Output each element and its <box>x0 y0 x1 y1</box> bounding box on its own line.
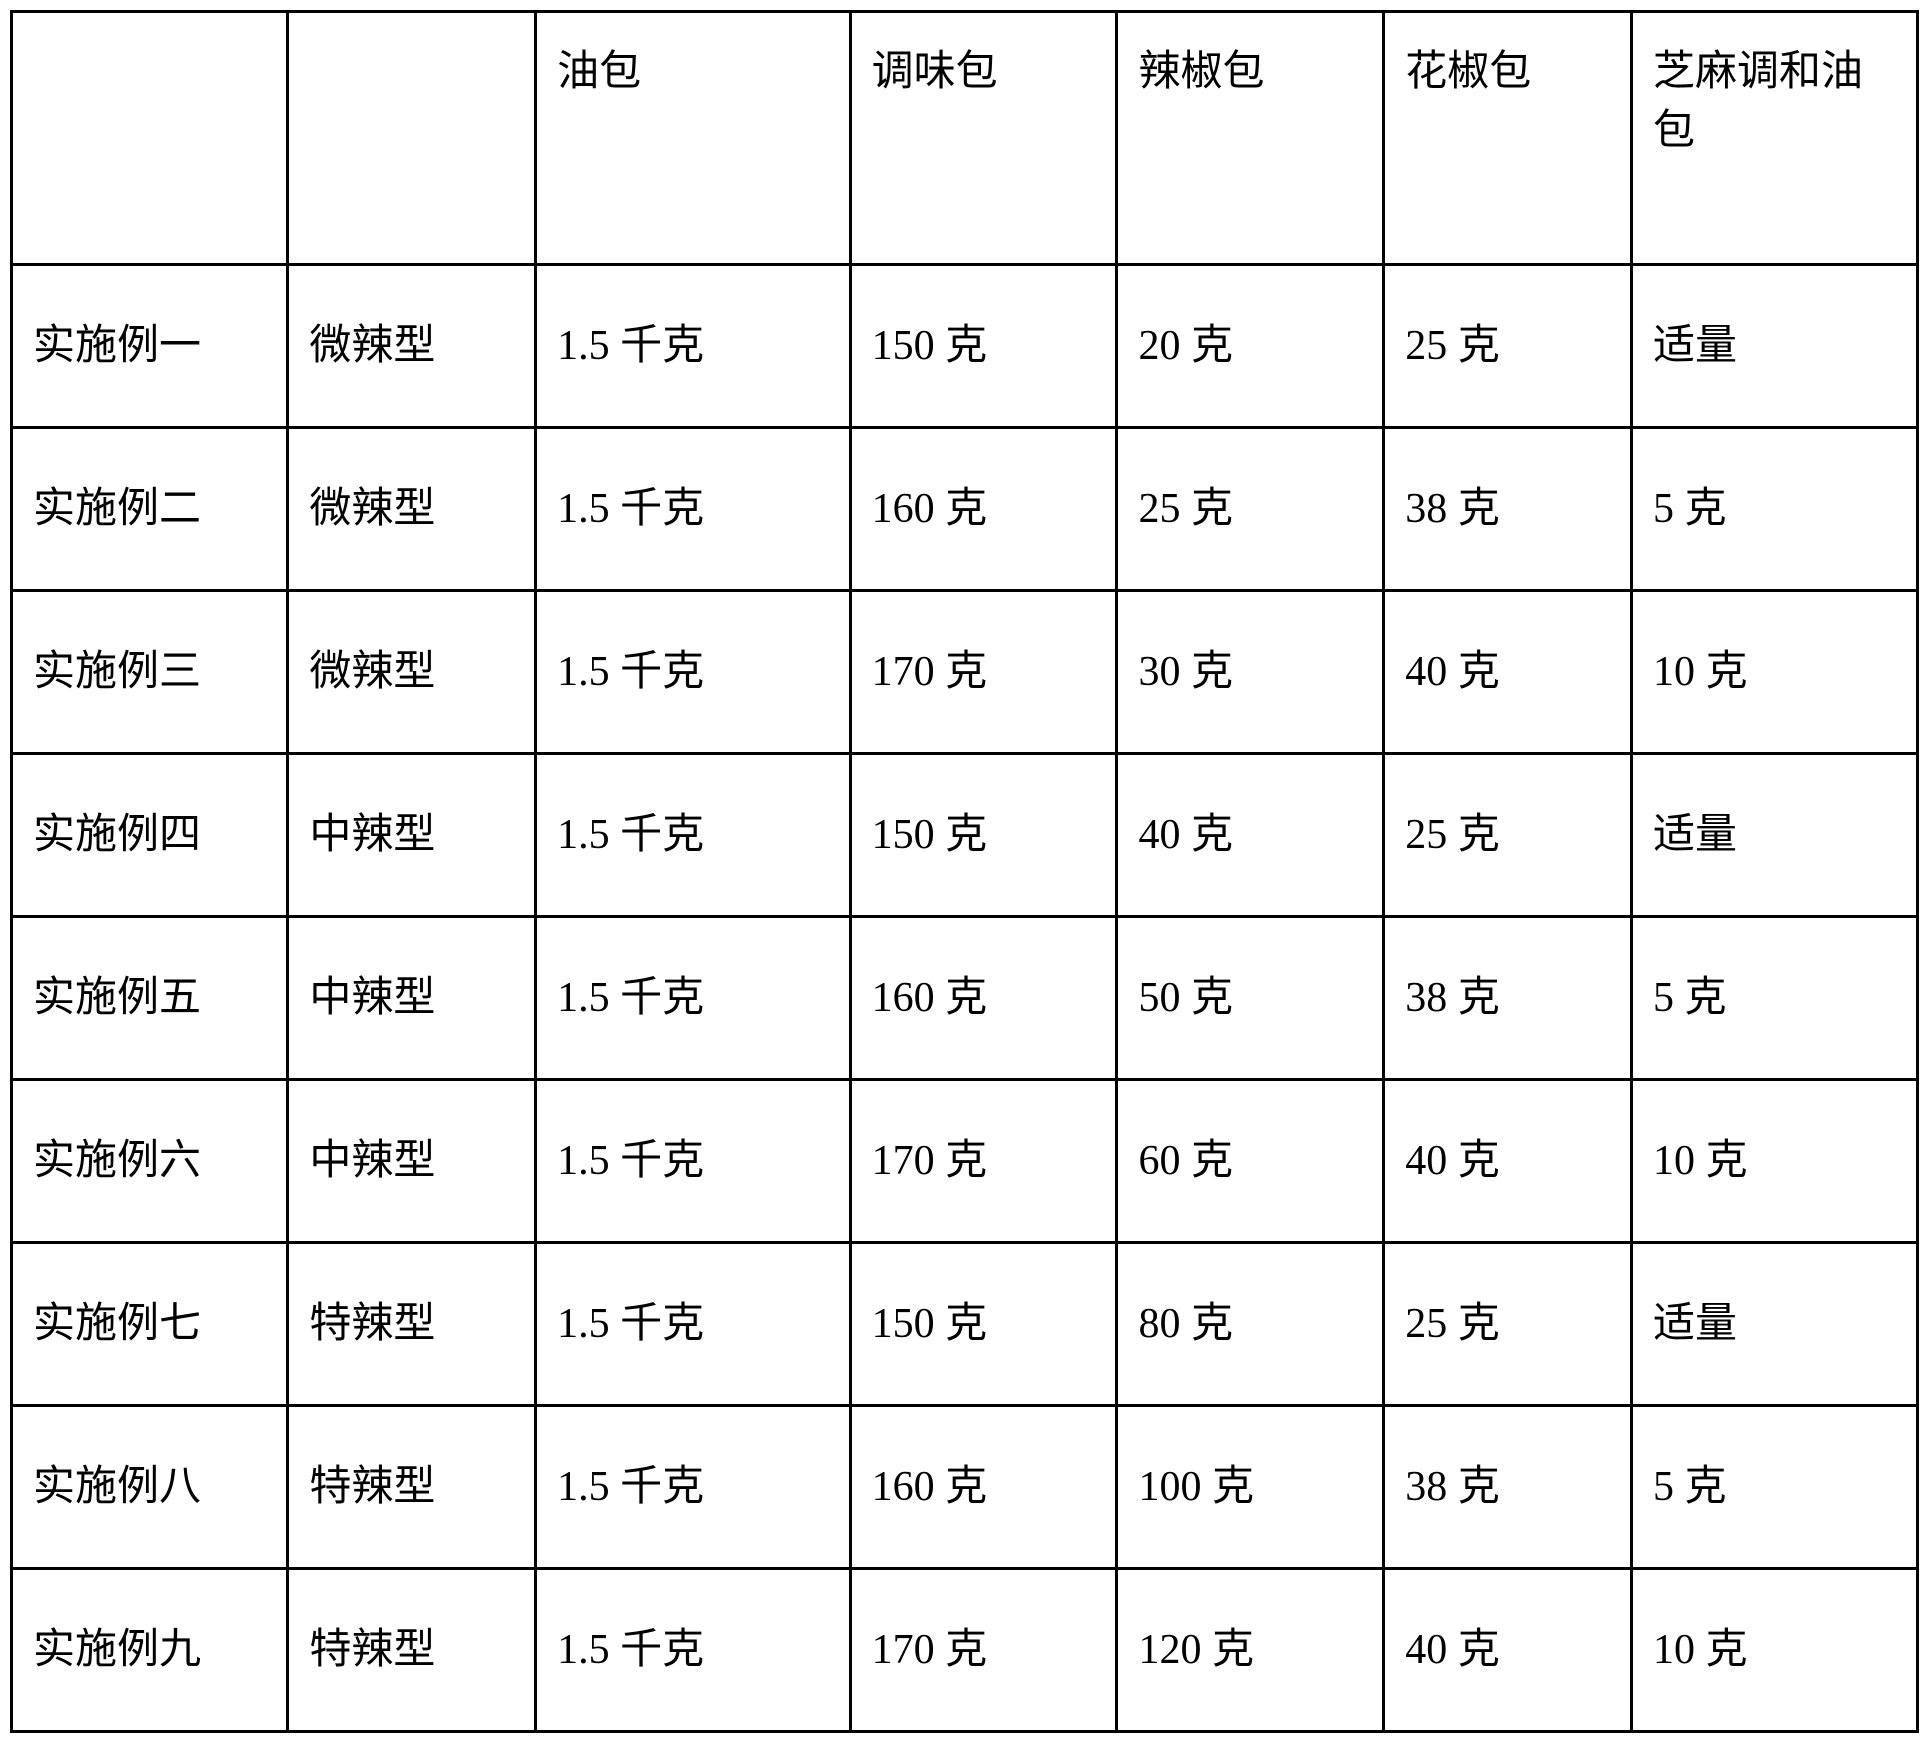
cell: 40 克 <box>1384 591 1632 754</box>
table-body: 油包 调味包 辣椒包 花椒包 芝麻调和油包 实施例一 微辣型 1.5 千克 15… <box>12 12 1918 1732</box>
cell: 30 克 <box>1117 591 1384 754</box>
cell: 38 克 <box>1384 917 1632 1080</box>
table-row: 实施例五 中辣型 1.5 千克 160 克 50 克 38 克 5 克 <box>12 917 1918 1080</box>
cell: 80 克 <box>1117 1243 1384 1406</box>
cell: 适量 <box>1632 1243 1918 1406</box>
cell: 实施例六 <box>12 1080 288 1243</box>
header-cell: 调味包 <box>850 12 1117 265</box>
cell: 10 克 <box>1632 1569 1918 1732</box>
cell: 120 克 <box>1117 1569 1384 1732</box>
cell: 40 克 <box>1384 1080 1632 1243</box>
cell: 实施例二 <box>12 428 288 591</box>
cell: 微辣型 <box>288 591 536 754</box>
cell: 微辣型 <box>288 265 536 428</box>
cell: 特辣型 <box>288 1406 536 1569</box>
cell: 150 克 <box>850 754 1117 917</box>
cell: 实施例五 <box>12 917 288 1080</box>
cell: 25 克 <box>1117 428 1384 591</box>
cell: 40 克 <box>1117 754 1384 917</box>
cell: 10 克 <box>1632 1080 1918 1243</box>
cell: 170 克 <box>850 1569 1117 1732</box>
cell: 40 克 <box>1384 1569 1632 1732</box>
cell: 实施例三 <box>12 591 288 754</box>
cell: 50 克 <box>1117 917 1384 1080</box>
cell: 1.5 千克 <box>536 754 850 917</box>
cell: 实施例九 <box>12 1569 288 1732</box>
cell: 实施例七 <box>12 1243 288 1406</box>
cell: 5 克 <box>1632 917 1918 1080</box>
cell: 160 克 <box>850 428 1117 591</box>
cell: 170 克 <box>850 1080 1117 1243</box>
header-cell <box>288 12 536 265</box>
cell: 实施例八 <box>12 1406 288 1569</box>
cell: 10 克 <box>1632 591 1918 754</box>
cell: 微辣型 <box>288 428 536 591</box>
cell: 60 克 <box>1117 1080 1384 1243</box>
cell: 1.5 千克 <box>536 591 850 754</box>
cell: 实施例四 <box>12 754 288 917</box>
cell: 38 克 <box>1384 1406 1632 1569</box>
cell: 20 克 <box>1117 265 1384 428</box>
table-row: 实施例四 中辣型 1.5 千克 150 克 40 克 25 克 适量 <box>12 754 1918 917</box>
cell: 1.5 千克 <box>536 265 850 428</box>
cell: 1.5 千克 <box>536 1406 850 1569</box>
table-row: 实施例一 微辣型 1.5 千克 150 克 20 克 25 克 适量 <box>12 265 1918 428</box>
header-cell: 花椒包 <box>1384 12 1632 265</box>
cell: 适量 <box>1632 754 1918 917</box>
cell: 25 克 <box>1384 265 1632 428</box>
cell: 38 克 <box>1384 428 1632 591</box>
cell: 实施例一 <box>12 265 288 428</box>
cell: 1.5 千克 <box>536 428 850 591</box>
table-row: 实施例二 微辣型 1.5 千克 160 克 25 克 38 克 5 克 <box>12 428 1918 591</box>
cell: 1.5 千克 <box>536 917 850 1080</box>
cell: 5 克 <box>1632 428 1918 591</box>
cell: 中辣型 <box>288 754 536 917</box>
cell: 特辣型 <box>288 1243 536 1406</box>
cell: 100 克 <box>1117 1406 1384 1569</box>
data-table: 油包 调味包 辣椒包 花椒包 芝麻调和油包 实施例一 微辣型 1.5 千克 15… <box>10 10 1919 1733</box>
header-cell <box>12 12 288 265</box>
cell: 25 克 <box>1384 754 1632 917</box>
cell: 1.5 千克 <box>536 1569 850 1732</box>
cell: 1.5 千克 <box>536 1080 850 1243</box>
cell: 中辣型 <box>288 917 536 1080</box>
cell: 适量 <box>1632 265 1918 428</box>
table-row: 实施例八 特辣型 1.5 千克 160 克 100 克 38 克 5 克 <box>12 1406 1918 1569</box>
cell: 5 克 <box>1632 1406 1918 1569</box>
cell: 160 克 <box>850 1406 1117 1569</box>
cell: 160 克 <box>850 917 1117 1080</box>
cell: 特辣型 <box>288 1569 536 1732</box>
table-row: 实施例六 中辣型 1.5 千克 170 克 60 克 40 克 10 克 <box>12 1080 1918 1243</box>
table-row: 实施例七 特辣型 1.5 千克 150 克 80 克 25 克 适量 <box>12 1243 1918 1406</box>
cell: 170 克 <box>850 591 1117 754</box>
header-cell: 油包 <box>536 12 850 265</box>
table-row: 实施例三 微辣型 1.5 千克 170 克 30 克 40 克 10 克 <box>12 591 1918 754</box>
cell: 25 克 <box>1384 1243 1632 1406</box>
header-cell: 辣椒包 <box>1117 12 1384 265</box>
cell: 1.5 千克 <box>536 1243 850 1406</box>
table-row: 实施例九 特辣型 1.5 千克 170 克 120 克 40 克 10 克 <box>12 1569 1918 1732</box>
cell: 150 克 <box>850 1243 1117 1406</box>
cell: 中辣型 <box>288 1080 536 1243</box>
table-header-row: 油包 调味包 辣椒包 花椒包 芝麻调和油包 <box>12 12 1918 265</box>
header-cell: 芝麻调和油包 <box>1632 12 1918 265</box>
cell: 150 克 <box>850 265 1117 428</box>
